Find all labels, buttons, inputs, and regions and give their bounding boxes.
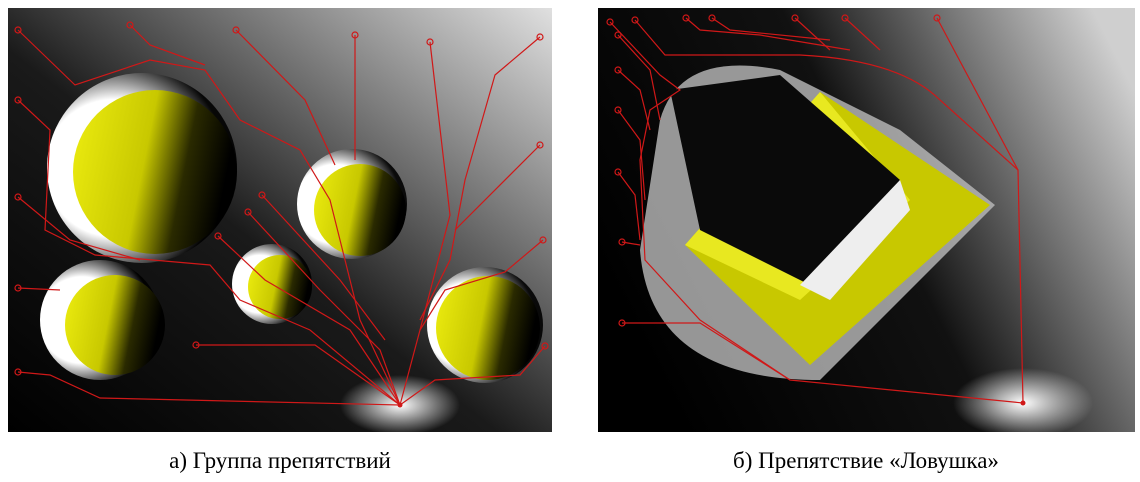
- panel-b: [598, 8, 1135, 438]
- caption: б) Препятствие «Ловушка»: [733, 448, 999, 473]
- caption: а) Группа препятствий: [169, 448, 391, 473]
- panel-a: [8, 8, 552, 435]
- figure: а) Группа препятствий б) Препятствие «Ло…: [0, 0, 1140, 477]
- page: а) Группа препятствий б) Препятствие «Ло…: [0, 0, 1140, 477]
